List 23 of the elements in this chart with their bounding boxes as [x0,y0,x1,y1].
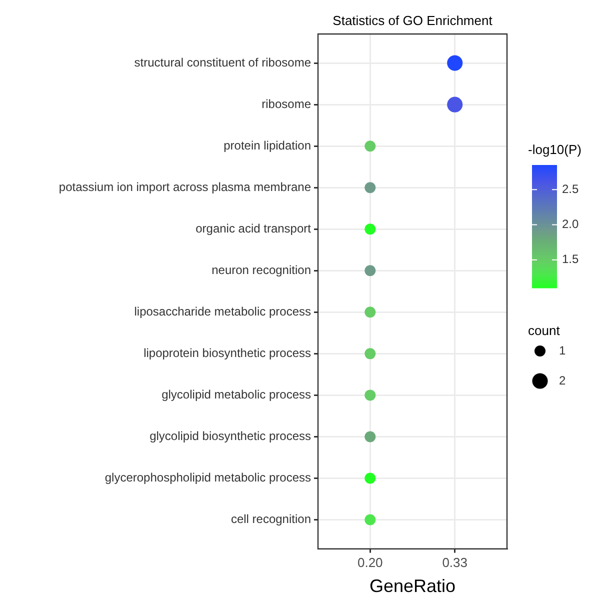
legend-title: count [528,323,560,338]
x-tick-label: 0.33 [442,555,468,570]
y-tick-label: liposaccharide metabolic process [134,304,311,318]
y-tick-label: potassium ion import across plasma membrane [58,180,312,194]
y-tick-label: ribosome [262,96,312,111]
color-bar-label: 2.5 [562,182,580,196]
color-bar-title: -log10(P) [528,142,582,158]
y-tick-label: organic acid transport [196,221,312,236]
y-tick-label: glycolipid metabolic process [162,388,311,402]
color-bar-label: 1.5 [562,252,580,266]
y-tick-label: glycolipid biosynthetic process [150,429,311,444]
y-tick-label: neuron recognition [212,262,311,277]
x-axis-title: GeneRatio [369,576,456,596]
y-tick-label: cell recognition [230,512,311,526]
y-tick-label: lipoprotein biosynthetic process [144,346,311,360]
color-bar-label: 2.0 [562,217,580,232]
y-tick-label: structural constituent of ribosome [134,55,312,70]
x-tick-label: 0.20 [357,555,383,570]
legend-label: 2 [559,373,566,388]
y-tick-label: protein lipidation [224,138,311,152]
y-tick-label: glycerophospholipid metabolic process [104,470,311,485]
chart-title: Statistics of GO Enrichment [332,13,493,28]
legend-label: 1 [559,343,566,358]
